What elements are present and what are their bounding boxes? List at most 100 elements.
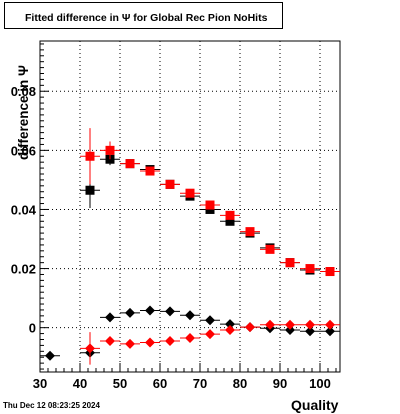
diamond-marker	[205, 329, 215, 340]
square-marker	[285, 258, 295, 268]
data-point	[180, 333, 200, 344]
data-point	[100, 312, 120, 323]
data-point	[180, 188, 200, 198]
x-tick-label: 100	[309, 376, 331, 391]
axes: 30 40 50 60 70 80 90 100 0 0.02 0.04 0.06 0.08	[11, 40, 341, 391]
data-point	[260, 319, 280, 330]
x-tick-label: 30	[33, 376, 47, 391]
data-point	[80, 332, 100, 365]
square-marker	[325, 267, 335, 277]
data-point	[200, 329, 220, 340]
diamond-marker	[285, 319, 295, 330]
timestamp: Thu Dec 12 08:23:25 2024	[3, 401, 100, 410]
data-point	[300, 319, 320, 330]
data-point	[280, 319, 300, 330]
diamond-marker	[45, 350, 55, 361]
diamond-marker	[185, 310, 195, 321]
diamond-marker	[145, 305, 155, 316]
y-tick-label: 0	[29, 321, 36, 336]
data-point	[300, 264, 320, 274]
data-point	[320, 267, 340, 277]
data-point	[160, 306, 180, 317]
y-tick-label: 0.02	[11, 262, 36, 277]
square-marker	[85, 151, 95, 161]
square-marker	[105, 154, 115, 164]
data-point	[100, 141, 120, 160]
data-point	[260, 244, 280, 254]
data-point	[120, 338, 140, 349]
diamond-marker	[185, 333, 195, 344]
x-axis-label: Quality	[291, 397, 339, 413]
diamond-marker	[125, 307, 135, 318]
data-point	[140, 166, 160, 176]
diamond-marker	[165, 306, 175, 317]
x-tick-label: 40	[73, 376, 87, 391]
data-point	[140, 305, 160, 316]
data-point	[120, 159, 140, 169]
square-marker	[225, 216, 235, 226]
data-point	[200, 315, 220, 326]
data-point	[160, 335, 180, 346]
square-marker	[305, 264, 315, 274]
diamond-marker	[105, 312, 115, 323]
diamond-marker	[125, 338, 135, 349]
data-point	[180, 310, 200, 321]
square-marker	[145, 166, 155, 176]
y-tick-label: 0.08	[11, 84, 36, 99]
data-point	[320, 319, 340, 330]
diamond-marker	[85, 343, 95, 354]
diamond-marker	[165, 335, 175, 346]
data-series	[80, 319, 340, 365]
x-tick-label: 90	[273, 376, 287, 391]
data-series	[80, 128, 340, 277]
data-point	[240, 227, 260, 237]
data-point	[80, 128, 100, 185]
data-point	[100, 335, 120, 346]
y-tick-label: 0.06	[11, 143, 36, 158]
x-tick-label: 70	[193, 376, 207, 391]
square-marker	[245, 227, 255, 237]
data-marks	[40, 128, 340, 365]
data-point	[220, 325, 240, 336]
data-point	[160, 179, 180, 189]
x-tick-label: 50	[113, 376, 127, 391]
diamond-marker	[105, 335, 115, 346]
grid-lines	[40, 41, 340, 372]
x-tick-label: 60	[153, 376, 167, 391]
y-axis-label: difference in Ψ	[16, 65, 31, 160]
diamond-marker	[225, 319, 235, 330]
diamond-marker	[305, 326, 315, 337]
data-point	[140, 337, 160, 348]
diamond-marker	[245, 322, 255, 333]
square-marker	[85, 185, 95, 195]
plot-frame	[39, 40, 341, 373]
diamond-marker	[325, 326, 335, 337]
title-box: Fitted difference in Ψ for Global Rec Pi…	[4, 2, 283, 29]
data-point	[320, 326, 340, 337]
data-point	[200, 200, 220, 210]
diamond-marker	[305, 319, 315, 330]
square-marker	[185, 188, 195, 198]
square-marker	[265, 244, 275, 254]
data-point	[40, 350, 60, 361]
data-point	[280, 258, 300, 268]
diamond-marker	[285, 325, 295, 336]
data-series	[80, 153, 340, 277]
diamond-marker	[325, 319, 335, 330]
y-tick-label: 0.04	[11, 202, 37, 217]
data-point	[280, 325, 300, 336]
chart-title: Fitted difference in Ψ for Global Rec Pi…	[25, 12, 268, 24]
diamond-marker	[145, 337, 155, 348]
diamond-marker	[265, 319, 275, 330]
data-point	[220, 210, 240, 220]
diamond-marker	[205, 315, 215, 326]
data-point	[300, 326, 320, 337]
diamond-marker	[225, 325, 235, 336]
square-marker	[125, 159, 135, 169]
square-marker	[165, 179, 175, 189]
square-marker	[205, 200, 215, 210]
data-point	[240, 322, 260, 333]
x-tick-label: 80	[233, 376, 247, 391]
square-marker	[105, 145, 115, 155]
